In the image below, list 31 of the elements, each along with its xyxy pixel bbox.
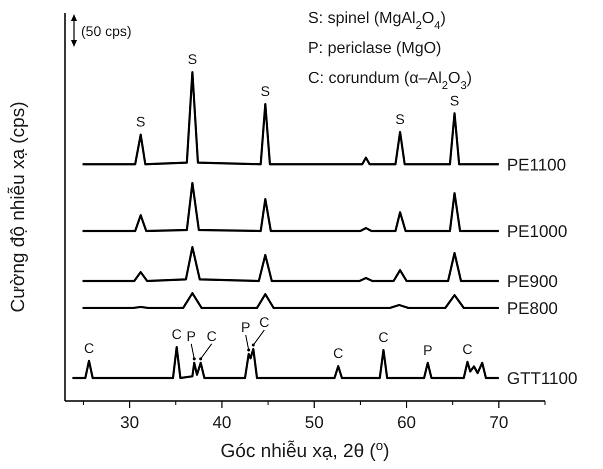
annotation: P	[186, 328, 196, 344]
annotation: C	[172, 326, 182, 342]
annotation: C	[84, 340, 94, 356]
series-label: PE800	[506, 298, 558, 318]
annotation: S	[260, 83, 270, 100]
text: (50 cps)	[81, 23, 132, 39]
annotation: S	[136, 114, 146, 130]
series-label: PE1000	[506, 222, 568, 242]
series-label: GTT1100	[506, 368, 578, 388]
x-tick-label: 60	[397, 413, 416, 432]
annotation: S	[395, 111, 405, 128]
annotation: C	[333, 345, 344, 362]
x-tick-label: 40	[212, 413, 232, 432]
series-label: PE1100	[506, 155, 566, 174]
annotation: S	[450, 92, 460, 108]
annotation: P	[423, 342, 432, 358]
annotation: C	[259, 314, 270, 330]
x-tick-label: 30	[120, 413, 140, 432]
annotation: C: corundum (α–Al$_{2}$O$_{3}$)	[308, 70, 472, 92]
series-label: PE900	[506, 272, 558, 291]
text: P: periclase (MgO)	[308, 40, 442, 57]
text: S: spinel (MgAl$_{2}$O$_{4}$)	[308, 10, 446, 32]
annotation: C	[206, 328, 217, 344]
annotation: S	[188, 51, 198, 68]
x-tick-label: 70	[489, 413, 508, 432]
y-axis-title: Cường độ nhiễu xạ (cps)	[7, 101, 29, 313]
annotation: C	[378, 329, 389, 346]
annotation: P	[241, 318, 250, 335]
x-tick-label: 50	[304, 413, 324, 432]
annotation: C	[462, 340, 473, 357]
x-axis-title: Góc nhiễu xạ, 2θ ($^{o}$)	[220, 438, 390, 462]
